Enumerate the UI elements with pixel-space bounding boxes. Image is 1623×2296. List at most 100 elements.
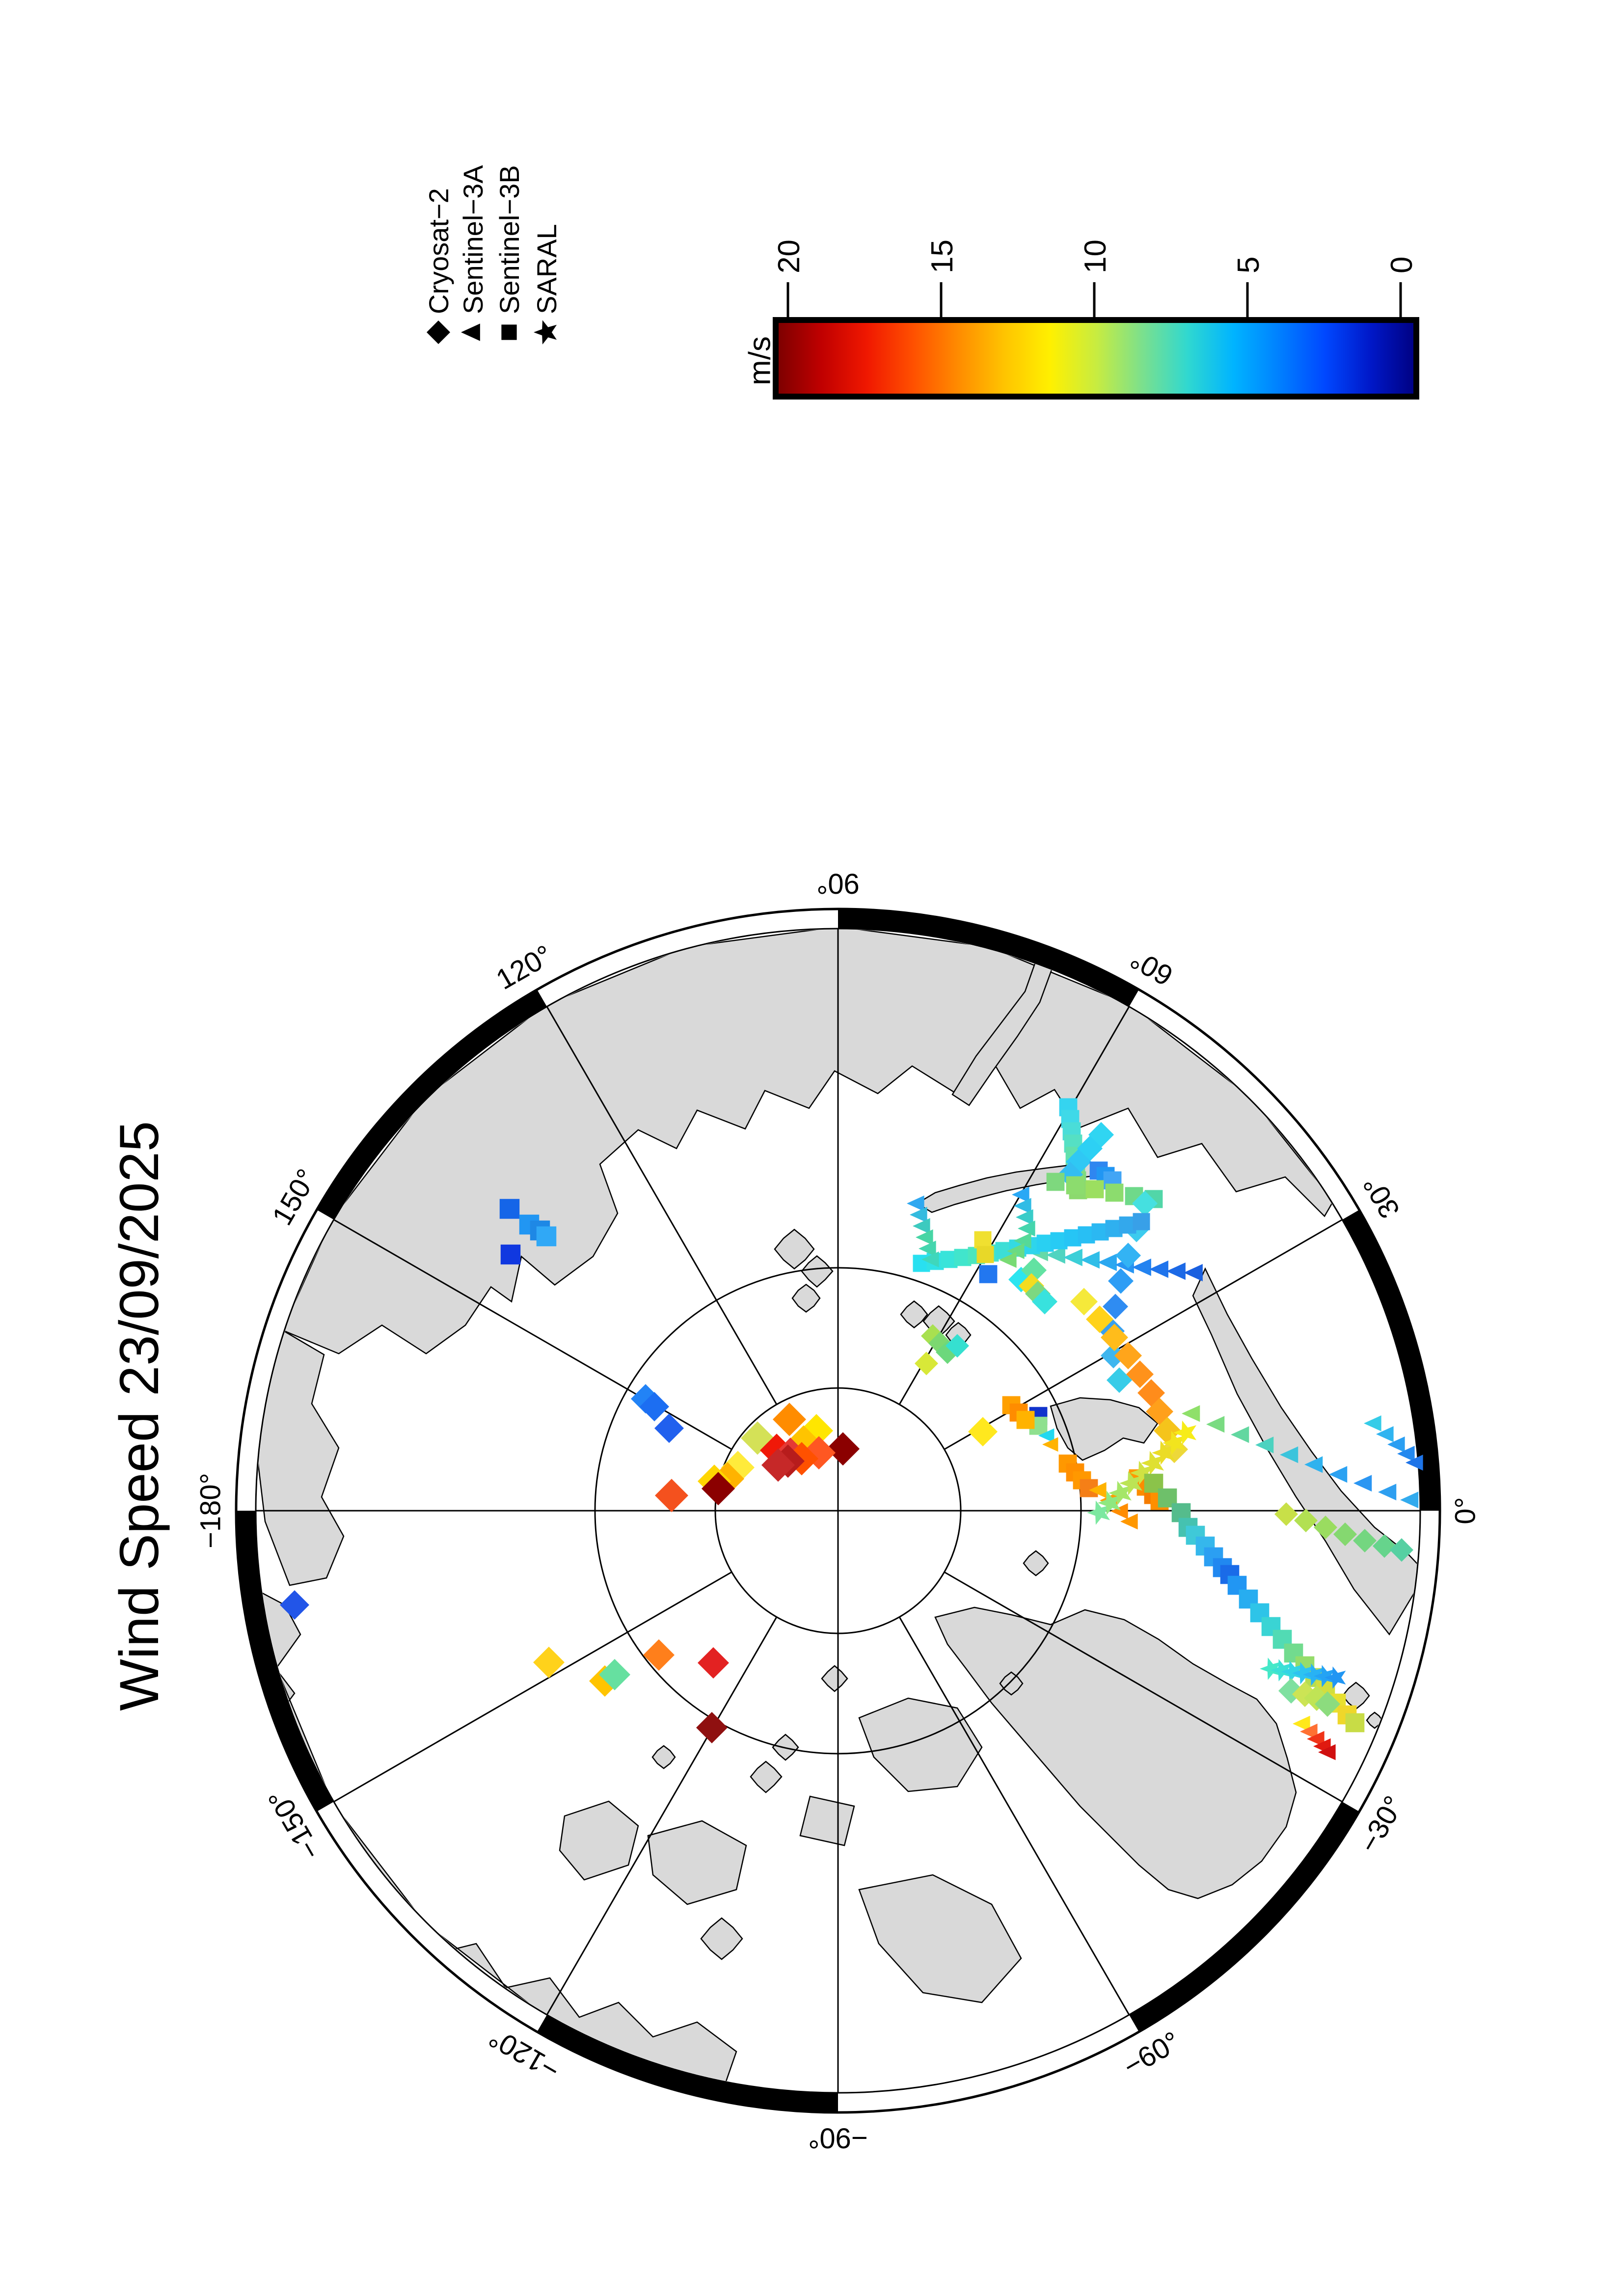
track-sentinel-3b: [974, 1231, 994, 1263]
map-symbol: [1300, 1723, 1318, 1740]
track-sentinel-3b: [1058, 1454, 1098, 1497]
map-symbol: [916, 1229, 933, 1246]
map-symbol: [1098, 1254, 1117, 1271]
map-symbol: [1280, 1446, 1298, 1464]
map-symbol: [1333, 1522, 1357, 1546]
ring-black-segment: [838, 909, 1139, 1007]
map-symbol: [1042, 1437, 1058, 1452]
ring-black-segment: [537, 2015, 838, 2112]
land-polygon: [651, 1745, 676, 1769]
map-symbol: [655, 1479, 688, 1512]
map-symbol: [1397, 1445, 1415, 1462]
track-sentinel-3b: [1002, 1396, 1035, 1429]
map-symbol: [1132, 1258, 1151, 1276]
map-symbol: [1281, 1660, 1303, 1683]
map-symbol: [1271, 1659, 1292, 1682]
map-symbol: [1070, 1288, 1098, 1315]
map-symbol: [536, 1226, 557, 1247]
map-symbol: [696, 1712, 728, 1743]
track-cryosat-2: [968, 1417, 998, 1446]
meridian-line: [546, 1616, 778, 2015]
track-sentinel-3b: [913, 1213, 1150, 1272]
map-symbol: [1166, 1262, 1186, 1280]
map-symbol: [919, 1240, 936, 1257]
meridian-label: −60°: [1118, 2025, 1186, 2082]
meridian-label: 60°: [1125, 943, 1178, 992]
map-symbol: [1130, 1461, 1153, 1485]
colorbar-tick-label: 20: [772, 240, 806, 273]
land-polygon: [774, 1228, 815, 1270]
map-symbol: [1149, 1260, 1168, 1278]
legend-label-sentinel3a: Sentinel−3A: [458, 165, 488, 314]
map-symbol: [1063, 1249, 1082, 1266]
map-symbol: [1206, 1415, 1225, 1433]
satellite-tracks: [280, 1098, 1423, 1761]
colorbar-tick-label: 15: [925, 240, 959, 273]
map-symbol: [1378, 1483, 1397, 1501]
map-symbol: [1318, 1744, 1336, 1761]
map-symbol: [1141, 1451, 1164, 1475]
map-symbol: [1400, 1491, 1419, 1509]
meridian-line: [944, 1571, 1343, 1803]
map-symbol: [1014, 1198, 1031, 1214]
map-symbol: [1089, 1482, 1107, 1498]
map-symbol: [1373, 1534, 1396, 1558]
track-cryosat-2: [655, 1403, 860, 1512]
ring-black-segment: [236, 1511, 334, 1812]
land-polygon: [900, 1300, 928, 1329]
map-symbol: [1115, 1243, 1141, 1268]
map-symbol: [1387, 1436, 1405, 1453]
map-symbol: [1390, 1538, 1413, 1562]
map-symbol: [1046, 1246, 1065, 1264]
map-symbol: [1032, 1289, 1057, 1314]
meridian-line: [898, 1616, 1130, 2015]
land-polygon: [1366, 1711, 1383, 1729]
map-symbol: [913, 1218, 930, 1234]
map-symbol: [921, 1251, 939, 1268]
map-symbol: [826, 1432, 860, 1466]
land-polygon: [647, 1820, 747, 1905]
map-symbol: [1105, 1183, 1124, 1202]
map-symbol: [999, 1252, 1017, 1268]
track-saral: [1087, 1420, 1196, 1525]
map-symbol: [761, 1448, 795, 1482]
meridian-label: 90°: [816, 868, 860, 900]
map-symbol: [461, 323, 480, 341]
map-symbol: [907, 1195, 924, 1212]
land-polygon: [1050, 1397, 1159, 1461]
legend-label-saral: SARAL: [531, 224, 562, 314]
legend-symbols: [427, 320, 557, 345]
map-symbol: [1315, 1691, 1340, 1717]
ring-black-segment: [1342, 1210, 1440, 1511]
map-symbol: [974, 1231, 992, 1249]
land-polygon: [801, 1255, 834, 1288]
map-symbol: [1184, 1264, 1203, 1281]
track-cryosat-2: [1057, 1122, 1114, 1187]
map-symbol: [1152, 1441, 1175, 1465]
map-symbol: [1066, 1176, 1084, 1195]
map-symbol: [599, 1659, 630, 1690]
map-symbol: [702, 1472, 735, 1505]
track-cryosat-2: [533, 1639, 729, 1743]
meridian-label: −30°: [1352, 1790, 1410, 1858]
track-saral: [1260, 1657, 1346, 1689]
map-symbol: [976, 1246, 994, 1263]
map-symbol: [1086, 1306, 1113, 1333]
map-symbol: [1098, 1491, 1121, 1515]
map-symbol: [654, 1414, 684, 1443]
map-symbol: [1231, 1426, 1249, 1443]
map-symbol: [1255, 1436, 1274, 1454]
map-symbol: [1353, 1529, 1377, 1552]
track-sentinel-3b: [499, 1199, 557, 1265]
track-sentinel-3a: [1293, 1715, 1336, 1761]
map-symbol: [1108, 1268, 1134, 1294]
map-symbol: [1406, 1454, 1423, 1471]
map-symbol: [773, 1403, 806, 1436]
map-symbol: [1016, 1411, 1035, 1429]
map-symbol: [643, 1639, 675, 1671]
map-symbol: [1325, 1666, 1346, 1689]
map-symbol: [910, 1206, 927, 1223]
map-symbol: [1103, 1294, 1128, 1319]
map-symbol: [1173, 1420, 1196, 1445]
